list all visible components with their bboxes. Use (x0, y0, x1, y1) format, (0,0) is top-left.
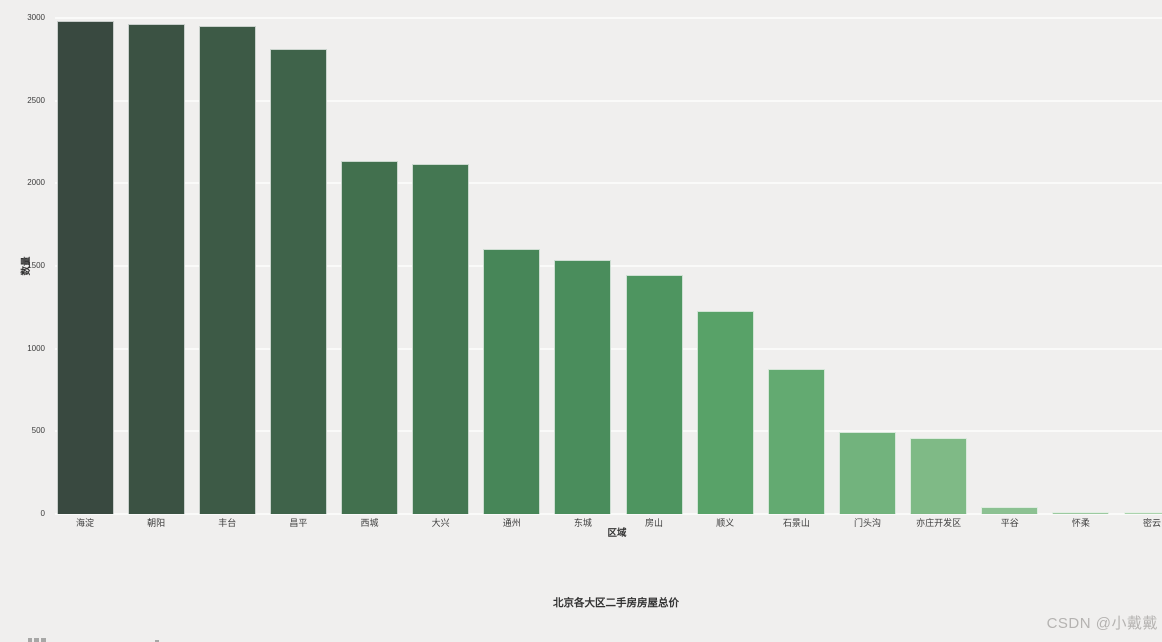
x-tick-label-14: 平谷 (1000, 518, 1019, 528)
cropped-artifact (41, 638, 46, 642)
csdn-watermark: CSDN @小戴戴 (1046, 615, 1158, 632)
x-tick-label-3: 丰台 (218, 518, 237, 528)
bar-2 (127, 23, 185, 514)
bar-3 (198, 26, 256, 514)
x-tick-label-5: 西城 (360, 518, 379, 528)
x-tick-label-6: 大兴 (431, 518, 450, 528)
y-tick-label-500: 500 (31, 426, 45, 436)
x-tick-label-1: 海淀 (75, 518, 94, 528)
x-tick-label-2: 朝阳 (147, 518, 166, 528)
bar-7 (483, 249, 541, 514)
x-axis-label: 区域 (607, 528, 627, 539)
bar-5 (341, 161, 399, 514)
cropped-artifact (155, 640, 159, 642)
x-tick-label-9: 房山 (645, 518, 664, 528)
gridline-2000 (55, 182, 1162, 185)
y-tick-label-1000: 1000 (27, 343, 45, 353)
bar-9 (625, 275, 683, 514)
bar-16 (1123, 512, 1162, 514)
x-tick-label-10: 顺义 (716, 518, 735, 528)
y-axis-label: 数量 (21, 256, 32, 276)
x-tick-label-15: 怀柔 (1071, 518, 1090, 528)
bar-4 (269, 49, 327, 514)
bar-12 (838, 432, 896, 514)
y-tick-label-2500: 2500 (27, 95, 45, 105)
bar-6 (412, 164, 470, 514)
cropped-artifact (28, 638, 32, 642)
bar-14 (981, 507, 1039, 514)
bar-13 (910, 437, 968, 514)
x-tick-label-8: 东城 (573, 518, 592, 528)
gridline-3000 (55, 17, 1162, 19)
gridline-2500 (55, 99, 1162, 102)
gridline-0 (55, 513, 1162, 515)
x-tick-label-12: 门头沟 (853, 518, 881, 528)
cropped-artifact (34, 638, 39, 642)
bar-11 (767, 368, 825, 514)
y-tick-label-0: 0 (40, 509, 45, 518)
x-tick-label-16: 密云 (1142, 518, 1161, 528)
y-tick-label-1500: 1500 (27, 261, 45, 270)
y-tick-label-2000: 2000 (27, 178, 45, 188)
chart-title: 北京各大区二手房房屋总价 (553, 597, 679, 609)
bar-10 (696, 311, 754, 514)
bar-1 (56, 21, 114, 514)
x-tick-label-13: 亦庄开发区 (916, 518, 962, 528)
x-tick-label-11: 石景山 (782, 518, 810, 528)
bar-8 (554, 260, 612, 514)
x-tick-label-4: 昌平 (289, 518, 308, 528)
y-tick-label-3000: 3000 (27, 13, 45, 22)
bar-15 (1052, 511, 1110, 514)
x-tick-label-7: 通州 (502, 518, 521, 528)
